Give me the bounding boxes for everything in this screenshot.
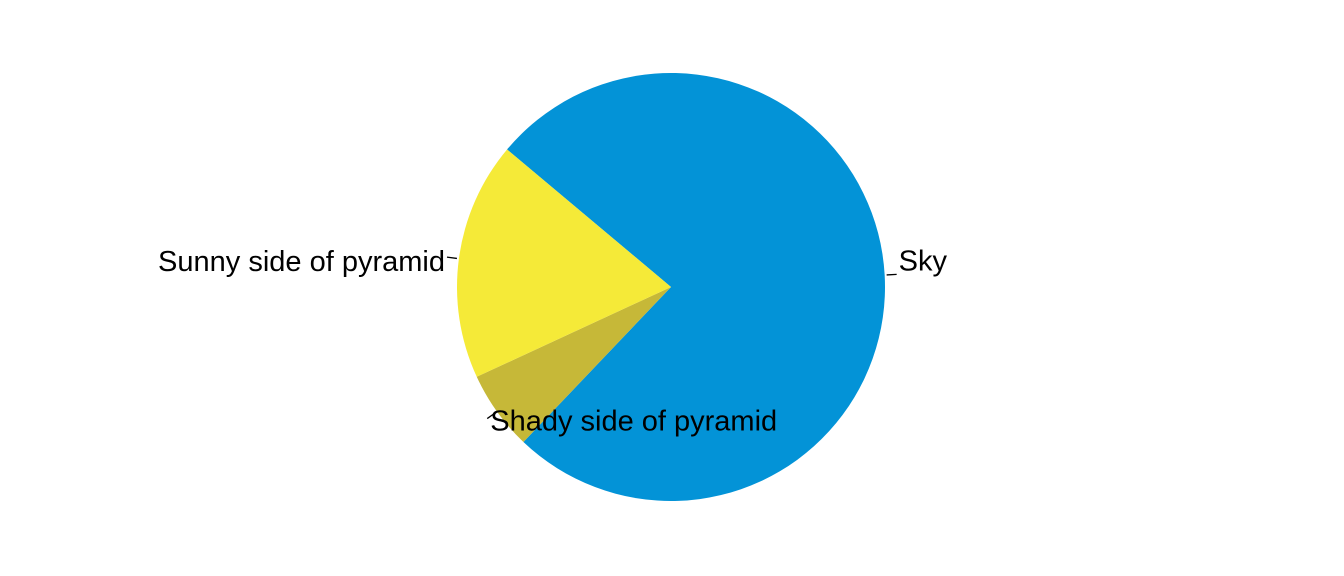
labels-layer: Sky Shady side of pyramid Sunny side of py… xyxy=(158,245,947,437)
slices-layer xyxy=(457,72,886,501)
pie-slice-sunny-side-of-pyramid xyxy=(457,149,671,377)
pie-slice-sky xyxy=(507,72,886,501)
leader-line-sky xyxy=(886,273,897,276)
slice-label-sunny-side-of-pyramid: Sunny side of pyramid xyxy=(158,246,445,278)
leader-line-shady-side-of-pyramid xyxy=(486,412,496,420)
leader-line-sunny-side-of-pyramid xyxy=(446,256,457,260)
pie-slice-shady-side-of-pyramid xyxy=(476,287,671,442)
slice-label-sky: Sky xyxy=(899,245,948,277)
slice-label-shady-side-of-pyramid: Shady side of pyramid xyxy=(490,406,777,438)
